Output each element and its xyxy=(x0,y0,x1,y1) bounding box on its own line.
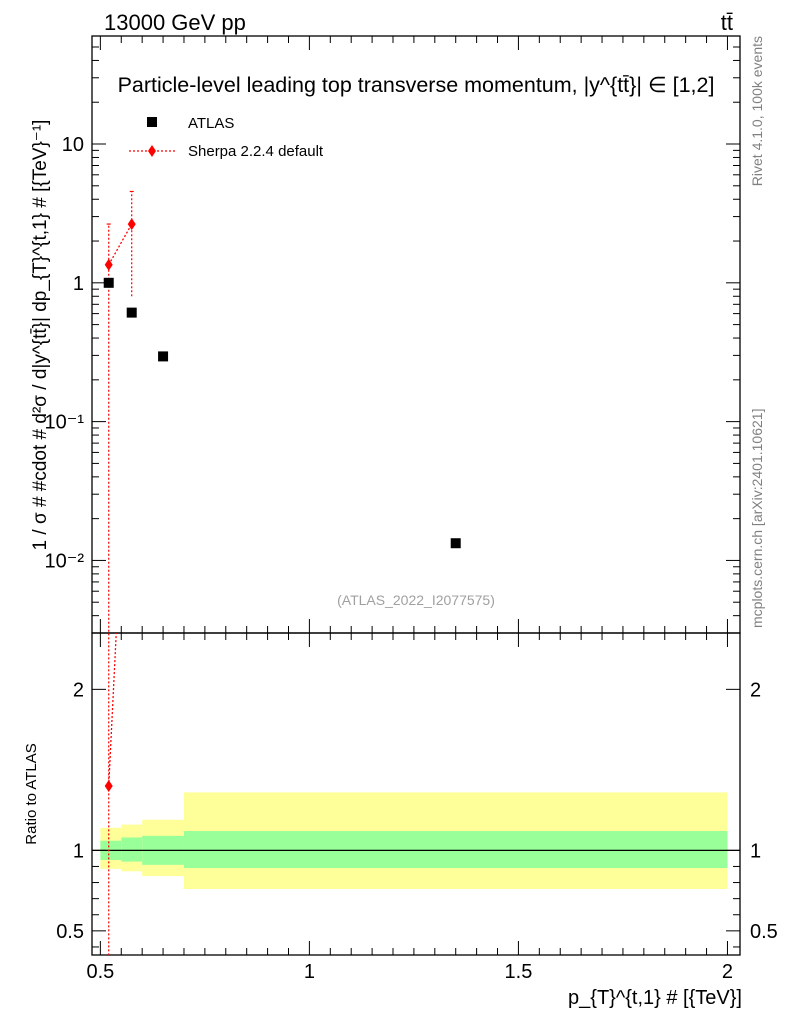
x-tick-label: 1.5 xyxy=(505,961,533,983)
ratio-y-tick-label-right: 1 xyxy=(750,840,761,862)
analysis-watermark: (ATLAS_2022_I2077575) xyxy=(337,592,495,608)
ratio-y-tick-label-right: 2 xyxy=(750,679,761,701)
main-y-tick-label: 10⁻² xyxy=(45,550,85,572)
ratio-inner-band xyxy=(121,837,143,862)
process-label: tt̄ xyxy=(721,10,733,35)
legend-sherpa-marker xyxy=(148,145,156,157)
legend-atlas-label: ATLAS xyxy=(188,115,234,132)
legend-atlas-marker xyxy=(147,117,157,127)
ratio-y-tick-label: 2 xyxy=(73,679,84,701)
ratio-axis-ticks: 0.5 0.51 12 20.5 1 1.5 2 xyxy=(56,633,778,983)
sherpa-point xyxy=(104,258,113,271)
main-axis-ticks: 10 1 10⁻¹ 10⁻² xyxy=(45,35,740,634)
ratio-inner-band xyxy=(183,831,728,869)
sherpa-point xyxy=(127,218,136,231)
main-y-axis-label: 1 / σ # #cdot # d²σ / d|y^{tt̄}| dp_{T}^… xyxy=(30,120,51,551)
ratio-y-tick-label: 0.5 xyxy=(56,921,84,943)
x-axis-label: p_{T}^{t,1} # [{TeV}] xyxy=(568,987,742,1009)
ratio-y-axis-label: Ratio to ATLAS xyxy=(23,743,40,844)
sherpa-ratio-point xyxy=(104,779,113,792)
ratio-plot-frame xyxy=(91,632,741,956)
legend: ATLAS Sherpa 2.2.4 default xyxy=(129,115,324,160)
x-tick-label: 0.5 xyxy=(86,961,114,983)
legend-sherpa-label: Sherpa 2.2.4 default xyxy=(188,143,324,160)
ratio-y-tick-label: 1 xyxy=(73,840,84,862)
sherpa-ratio-line xyxy=(108,633,117,786)
atlas-point xyxy=(103,277,114,288)
sherpa-line xyxy=(108,223,133,266)
rivet-version-label: Rivet 4.1.0, 100k events xyxy=(749,36,765,186)
atlas-point xyxy=(158,351,169,362)
x-tick-label: 2 xyxy=(722,961,733,983)
plot-title: Particle-level leading top transverse mo… xyxy=(118,73,715,97)
ratio-y-tick-label-right: 0.5 xyxy=(750,921,778,943)
atlas-point xyxy=(450,538,461,549)
energy-label: 13000 GeV pp xyxy=(104,10,246,35)
atlas-point xyxy=(126,307,137,318)
mcplots-label: mcplots.cern.ch [arXiv:2401.10621] xyxy=(749,409,765,628)
x-tick-label: 1 xyxy=(304,961,315,983)
main-y-tick-label: 10⁻¹ xyxy=(45,412,85,434)
main-y-tick-label: 10 xyxy=(62,134,84,156)
main-y-tick-label: 1 xyxy=(73,273,84,295)
